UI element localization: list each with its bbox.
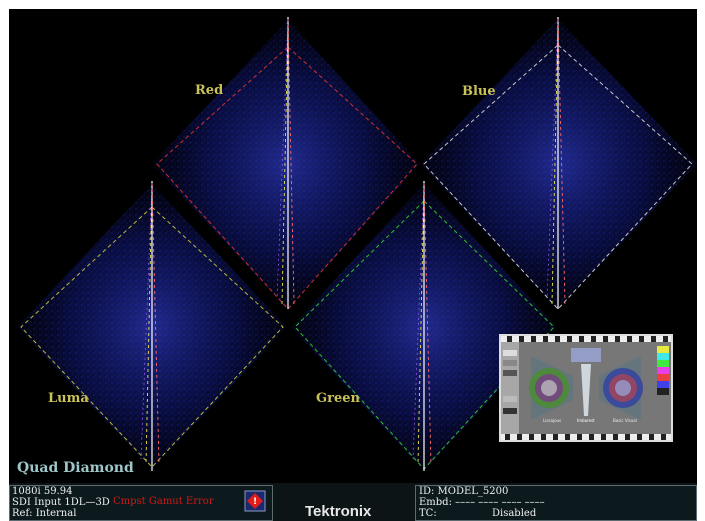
luma-diamond	[17, 181, 287, 471]
luma-label: Luma	[48, 391, 89, 406]
blue-diamond	[421, 17, 697, 310]
svg-text:Basic Visual: Basic Visual	[613, 418, 637, 423]
display-mode-title: Quad Diamond	[17, 460, 134, 476]
id-panel	[415, 485, 697, 521]
timecode-value: Disabled	[492, 508, 537, 519]
picture-thumbnail: Lissajous Imbarest Basic Visual	[499, 334, 673, 442]
green-diamond	[291, 181, 557, 471]
format-panel	[9, 485, 273, 521]
svg-text:Imbarest: Imbarest	[577, 418, 595, 423]
waveform-monitor-screen: Red Blue Luma Green Quad Diamond	[9, 9, 697, 521]
tektronix-logo: Tektronix	[305, 503, 372, 520]
blue-label: Blue	[462, 84, 496, 99]
input-source: SDI Input 1DL—3D	[12, 497, 110, 508]
instrument-id: ID: MODEL_5200	[419, 486, 509, 497]
timecode-label: TC:	[419, 508, 437, 519]
reference-source: Ref: Internal	[12, 508, 77, 519]
video-format: 1080i 59.94	[12, 486, 73, 497]
alarm-icon: !	[244, 490, 266, 512]
red-diamond	[152, 17, 420, 310]
svg-text:!: !	[253, 497, 257, 507]
embedded-audio-status: Embd: –––– –––– –––– ––––	[419, 497, 545, 508]
quad-diamond-display	[17, 17, 697, 471]
red-label: Red	[195, 83, 224, 98]
test-pattern-image: Lissajous Imbarest Basic Visual	[501, 336, 671, 440]
gamut-error-status: Cmpst Gamut Error	[113, 496, 214, 507]
svg-text:Lissajous: Lissajous	[543, 418, 561, 423]
green-label: Green	[316, 391, 360, 406]
